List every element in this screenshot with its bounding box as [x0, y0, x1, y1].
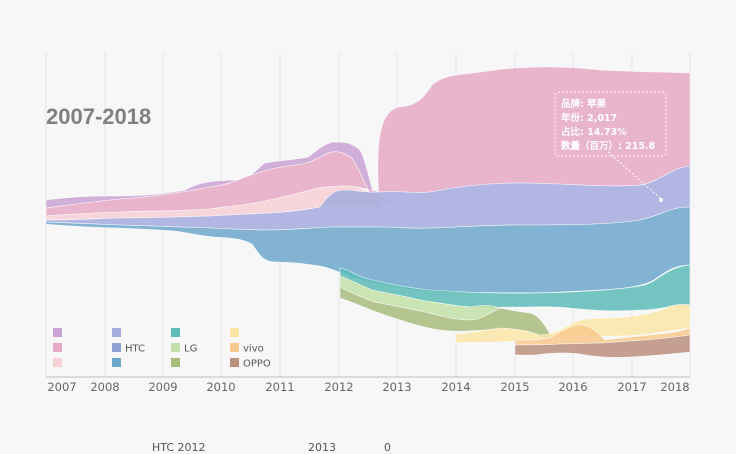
tooltip-line-3: 占比: 14.73%: [561, 126, 627, 138]
legend-swatch[interactable]: [112, 328, 121, 337]
legend-swatch[interactable]: [112, 343, 121, 352]
legend: HTC LG vivo OPPO: [53, 328, 271, 370]
x-axis-tick-label: 2013: [382, 380, 411, 394]
legend-swatch[interactable]: [230, 343, 239, 352]
tooltip: 品牌: 苹果 年份: 2,017 占比: 14.73% 数量（百万）: 215.…: [554, 91, 667, 202]
legend-label: OPPO: [243, 359, 271, 370]
x-axis-tick-label: 2014: [441, 380, 470, 394]
x-axis-tick-label: 2018: [660, 380, 689, 394]
stream-layers[interactable]: [45, 66, 691, 358]
tooltip-leader-line: [607, 151, 661, 199]
x-axis-tick-label: 2012: [324, 380, 353, 394]
x-axis-ticks: 2007 2008 2009 2010 2011 2012 2013 2014 2015 2016…: [47, 380, 689, 394]
chart-title: 2007-2018: [46, 104, 151, 129]
tooltip-box: [554, 91, 667, 157]
x-axis-tick-label: 2016: [558, 380, 587, 394]
legend-swatch[interactable]: [230, 328, 239, 337]
tooltip-anchor-dot: [659, 198, 663, 202]
x-axis-tick-label: 2007: [47, 380, 76, 394]
legend-label: HTC: [125, 344, 145, 355]
legend-label: LG: [184, 344, 197, 355]
stream-series-8[interactable]: [339, 286, 553, 339]
legend-swatch[interactable]: [53, 358, 62, 367]
tooltip-line-2: 年份: 2,017: [561, 112, 617, 124]
legend-label: vivo: [243, 344, 264, 355]
x-axis-tick-label: 2008: [90, 380, 119, 394]
tooltip-line-1: 品牌: 苹果: [561, 98, 607, 110]
stream-series-11[interactable]: [514, 334, 691, 358]
legend-swatch[interactable]: [171, 358, 180, 367]
x-axis-tick-label: 2017: [617, 380, 646, 394]
footnote-htc-year: HTC 2012: [152, 441, 206, 454]
x-axis-tick-label: 2010: [206, 380, 235, 394]
legend-swatch[interactable]: [230, 358, 239, 367]
x-axis-tick-label: 2011: [265, 380, 294, 394]
legend-swatch[interactable]: [53, 328, 62, 337]
legend-swatch[interactable]: [171, 328, 180, 337]
legend-swatch[interactable]: [53, 343, 62, 352]
legend-swatch[interactable]: [171, 343, 180, 352]
legend-swatch[interactable]: [112, 358, 121, 367]
x-axis-tick-label: 2009: [148, 380, 177, 394]
x-axis-tick-label: 2015: [500, 380, 529, 394]
footnote-year: 2013: [308, 441, 336, 454]
tooltip-line-4: 数量（百万）: 215.8: [560, 140, 656, 152]
footnote-value: 0: [384, 441, 391, 454]
